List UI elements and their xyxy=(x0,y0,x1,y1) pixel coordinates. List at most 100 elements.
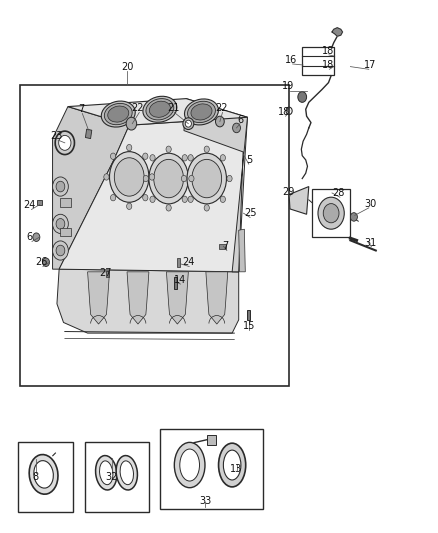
Ellipse shape xyxy=(143,96,177,122)
Circle shape xyxy=(110,195,116,201)
Ellipse shape xyxy=(185,120,191,127)
Circle shape xyxy=(188,196,193,203)
Text: 30: 30 xyxy=(364,199,376,208)
Circle shape xyxy=(110,153,116,159)
Polygon shape xyxy=(184,99,247,272)
Circle shape xyxy=(350,213,357,221)
Ellipse shape xyxy=(99,461,113,484)
Circle shape xyxy=(143,175,148,182)
Bar xyxy=(177,258,180,266)
Text: 23: 23 xyxy=(50,131,62,141)
Circle shape xyxy=(149,174,155,180)
Text: 27: 27 xyxy=(99,269,111,278)
Bar xyxy=(85,442,149,512)
Text: 20: 20 xyxy=(121,62,133,71)
Circle shape xyxy=(53,241,68,260)
Text: 14: 14 xyxy=(173,275,186,285)
Ellipse shape xyxy=(180,449,199,481)
Text: 28: 28 xyxy=(332,188,344,198)
Bar xyxy=(18,442,73,512)
Circle shape xyxy=(189,175,194,182)
Bar xyxy=(60,228,71,236)
Ellipse shape xyxy=(187,101,215,123)
Ellipse shape xyxy=(116,456,138,490)
Ellipse shape xyxy=(183,118,194,130)
Polygon shape xyxy=(289,187,309,214)
Circle shape xyxy=(104,174,109,180)
Text: 13: 13 xyxy=(230,464,243,474)
Circle shape xyxy=(166,146,171,152)
Ellipse shape xyxy=(149,101,170,117)
Text: 22: 22 xyxy=(215,103,227,113)
Circle shape xyxy=(143,195,148,201)
Ellipse shape xyxy=(149,154,188,204)
Circle shape xyxy=(143,153,148,159)
Bar xyxy=(219,244,226,249)
Ellipse shape xyxy=(34,461,53,488)
Circle shape xyxy=(42,258,49,266)
Ellipse shape xyxy=(187,154,226,204)
Circle shape xyxy=(182,196,187,203)
Bar xyxy=(160,429,263,509)
Text: 29: 29 xyxy=(282,187,294,197)
Text: 7: 7 xyxy=(223,241,229,251)
Text: 15: 15 xyxy=(243,321,255,331)
Circle shape xyxy=(318,197,344,229)
Bar xyxy=(174,277,177,289)
Ellipse shape xyxy=(108,106,129,122)
Text: 31: 31 xyxy=(364,238,376,247)
Text: 16: 16 xyxy=(285,55,297,64)
Bar xyxy=(60,198,71,207)
Bar xyxy=(85,129,92,139)
Text: 26: 26 xyxy=(35,257,48,267)
Bar xyxy=(20,85,289,386)
Polygon shape xyxy=(206,272,228,324)
Circle shape xyxy=(127,203,132,209)
Circle shape xyxy=(227,175,232,182)
Circle shape xyxy=(126,117,137,130)
Circle shape xyxy=(323,204,339,223)
Ellipse shape xyxy=(95,456,117,490)
Bar xyxy=(37,200,42,205)
Polygon shape xyxy=(57,266,239,333)
Circle shape xyxy=(56,245,65,256)
Circle shape xyxy=(56,219,65,229)
Circle shape xyxy=(56,181,65,192)
Polygon shape xyxy=(127,272,149,324)
Text: 6: 6 xyxy=(237,115,243,125)
Text: 22: 22 xyxy=(132,103,144,113)
Ellipse shape xyxy=(219,443,246,487)
Circle shape xyxy=(150,196,155,203)
Polygon shape xyxy=(166,272,188,324)
Polygon shape xyxy=(68,99,247,125)
Bar xyxy=(247,310,250,320)
Circle shape xyxy=(150,155,155,161)
Ellipse shape xyxy=(110,151,149,202)
Bar xyxy=(106,271,109,277)
Bar xyxy=(302,47,334,75)
Circle shape xyxy=(233,123,240,133)
Polygon shape xyxy=(239,229,245,272)
Text: 18: 18 xyxy=(278,107,290,117)
Text: 24: 24 xyxy=(182,257,194,267)
Text: 5: 5 xyxy=(247,155,253,165)
Circle shape xyxy=(182,155,187,161)
Circle shape xyxy=(53,214,68,233)
Bar xyxy=(207,435,216,445)
Circle shape xyxy=(204,205,209,211)
Ellipse shape xyxy=(191,104,212,120)
Text: 19: 19 xyxy=(282,82,294,91)
Polygon shape xyxy=(53,107,129,269)
Polygon shape xyxy=(332,28,343,36)
Circle shape xyxy=(53,177,68,196)
Circle shape xyxy=(166,205,171,211)
Polygon shape xyxy=(88,272,110,324)
Ellipse shape xyxy=(146,99,174,120)
Text: 24: 24 xyxy=(24,200,36,210)
Circle shape xyxy=(188,155,193,161)
Circle shape xyxy=(220,155,226,161)
Text: 8: 8 xyxy=(33,472,39,482)
Text: 6: 6 xyxy=(27,232,33,242)
Ellipse shape xyxy=(120,461,134,484)
Polygon shape xyxy=(59,117,247,272)
